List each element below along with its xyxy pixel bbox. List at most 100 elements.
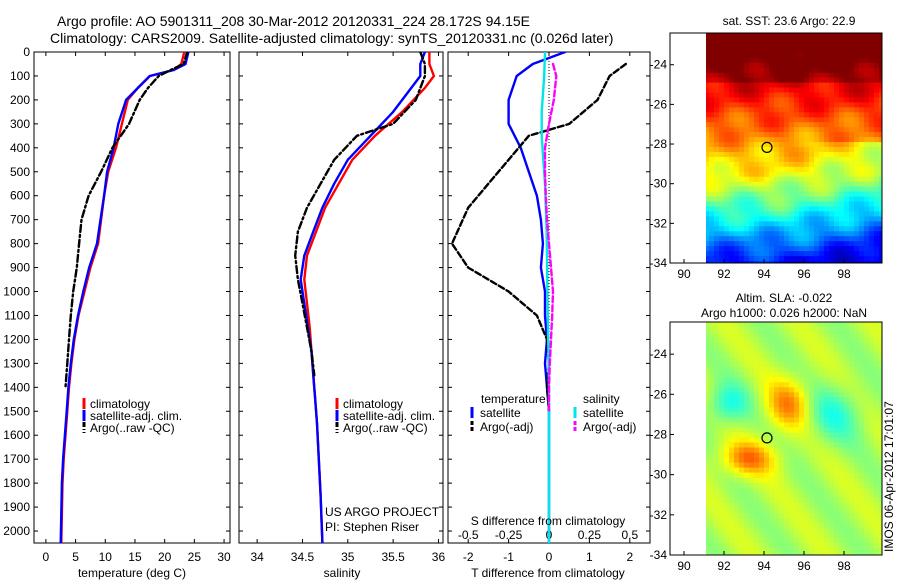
- heatmap-cell: [749, 477, 755, 484]
- heatmap-cell: [794, 537, 800, 544]
- heatmap-cell: [754, 62, 760, 69]
- heatmap-cell: [834, 226, 840, 232]
- heatmap-cell: [729, 33, 735, 39]
- heatmap-cell: [764, 472, 770, 479]
- heatmap-cell: [699, 417, 705, 423]
- heatmap-cell: [706, 226, 710, 232]
- heatmap-cell: [824, 201, 830, 208]
- heatmap-cell: [829, 367, 835, 373]
- heatmap-cell: [864, 367, 870, 373]
- heatmap-cell: [859, 196, 865, 203]
- heatmap-cell: [864, 422, 870, 428]
- heatmap-cell: [699, 342, 705, 348]
- heatmap-cell: [839, 422, 845, 428]
- heatmap-cell: [834, 347, 840, 353]
- heatmap-cell: [759, 206, 765, 213]
- heatmap-cell: [874, 337, 880, 343]
- heatmap-cell: [774, 387, 780, 393]
- heatmap-cell: [789, 107, 795, 113]
- heatmap-cell: [804, 186, 810, 193]
- x-tick-label: 5: [72, 550, 79, 564]
- heatmap-cell: [789, 127, 795, 133]
- heatmap-cell: [864, 156, 870, 163]
- heatmap-cell: [759, 462, 765, 469]
- heatmap-cell: [714, 322, 720, 328]
- heatmap-cell: [859, 82, 865, 89]
- heatmap-cell: [844, 497, 850, 504]
- heatmap-cell: [734, 241, 740, 247]
- heatmap-cell: [809, 402, 815, 408]
- heatmap-cell: [744, 92, 750, 99]
- heatmap-cell: [769, 127, 775, 133]
- heatmap-cell: [839, 152, 845, 158]
- heatmap-cell: [774, 181, 780, 188]
- heatmap-cell: [864, 226, 870, 232]
- heatmap-cell: [854, 87, 860, 94]
- heatmap-cell: [779, 492, 785, 499]
- heatmap-cell: [724, 542, 730, 549]
- heatmap-cell: [706, 102, 710, 108]
- heatmap-cell: [789, 161, 795, 168]
- heatmap-cell: [829, 467, 835, 474]
- heatmap-cell: [869, 161, 875, 168]
- heatmap-cell: [699, 533, 705, 539]
- heatmap-cell: [809, 127, 815, 133]
- heatmap-cell: [724, 33, 730, 39]
- heatmap-cell: [804, 387, 810, 393]
- heatmap-cell: [689, 53, 695, 59]
- heatmap-cell: [724, 437, 730, 444]
- heatmap-cell: [754, 332, 760, 338]
- heatmap-cell: [699, 107, 705, 113]
- heatmap-cell: [724, 82, 730, 89]
- heatmap-cell: [689, 216, 695, 222]
- heatmap-cell: [754, 347, 760, 353]
- heatmap-cell: [706, 447, 710, 454]
- heatmap-cell: [709, 241, 715, 247]
- heatmap-cell: [794, 332, 800, 338]
- heatmap-cell: [864, 206, 870, 213]
- heatmap-cell: [714, 97, 720, 103]
- heatmap-cell: [694, 438, 700, 444]
- heatmap-cell: [734, 33, 740, 39]
- heatmap-cell: [769, 171, 775, 178]
- heatmap-cell: [874, 472, 880, 479]
- heatmap-cell: [734, 337, 740, 343]
- heatmap-cell: [759, 452, 765, 459]
- heatmap-cell: [729, 186, 735, 193]
- heatmap-cell: [779, 553, 785, 555]
- heatmap-cell: [744, 342, 750, 348]
- heatmap-cell: [719, 38, 725, 44]
- heatmap-cell: [764, 527, 770, 534]
- heatmap-cell: [779, 166, 785, 173]
- heatmap-cell: [759, 191, 765, 198]
- heatmap-cell: [759, 347, 765, 353]
- heatmap-cell: [794, 186, 800, 193]
- heatmap-cell: [759, 472, 765, 479]
- heatmap-cell: [799, 452, 805, 459]
- heatmap-cell: [714, 553, 720, 555]
- heatmap-cell: [874, 553, 880, 555]
- heatmap-cell: [854, 497, 860, 504]
- heatmap-cell: [804, 181, 810, 188]
- heatmap-cell: [724, 548, 730, 554]
- heatmap-cell: [714, 472, 720, 479]
- heatmap-cell: [709, 452, 715, 459]
- heatmap-cell: [809, 352, 815, 358]
- heatmap-cell: [694, 538, 700, 544]
- heatmap-cell: [754, 142, 760, 148]
- heatmap-cell: [819, 246, 825, 252]
- heatmap-cell: [859, 47, 865, 54]
- heatmap-cell: [874, 107, 880, 113]
- heatmap-cell: [789, 382, 795, 388]
- heatmap-cell: [814, 216, 820, 222]
- heatmap-cell: [879, 467, 882, 474]
- heatmap-cell: [804, 42, 810, 49]
- heatmap-cell: [879, 537, 882, 544]
- heatmap-cell: [709, 342, 715, 348]
- heatmap-cell: [774, 342, 780, 348]
- legend-title-salinity: salinity: [583, 392, 620, 406]
- heatmap-cell: [869, 387, 875, 393]
- heatmap-cell: [774, 156, 780, 163]
- heatmap-cell: [799, 251, 805, 257]
- heatmap-cell: [829, 377, 835, 383]
